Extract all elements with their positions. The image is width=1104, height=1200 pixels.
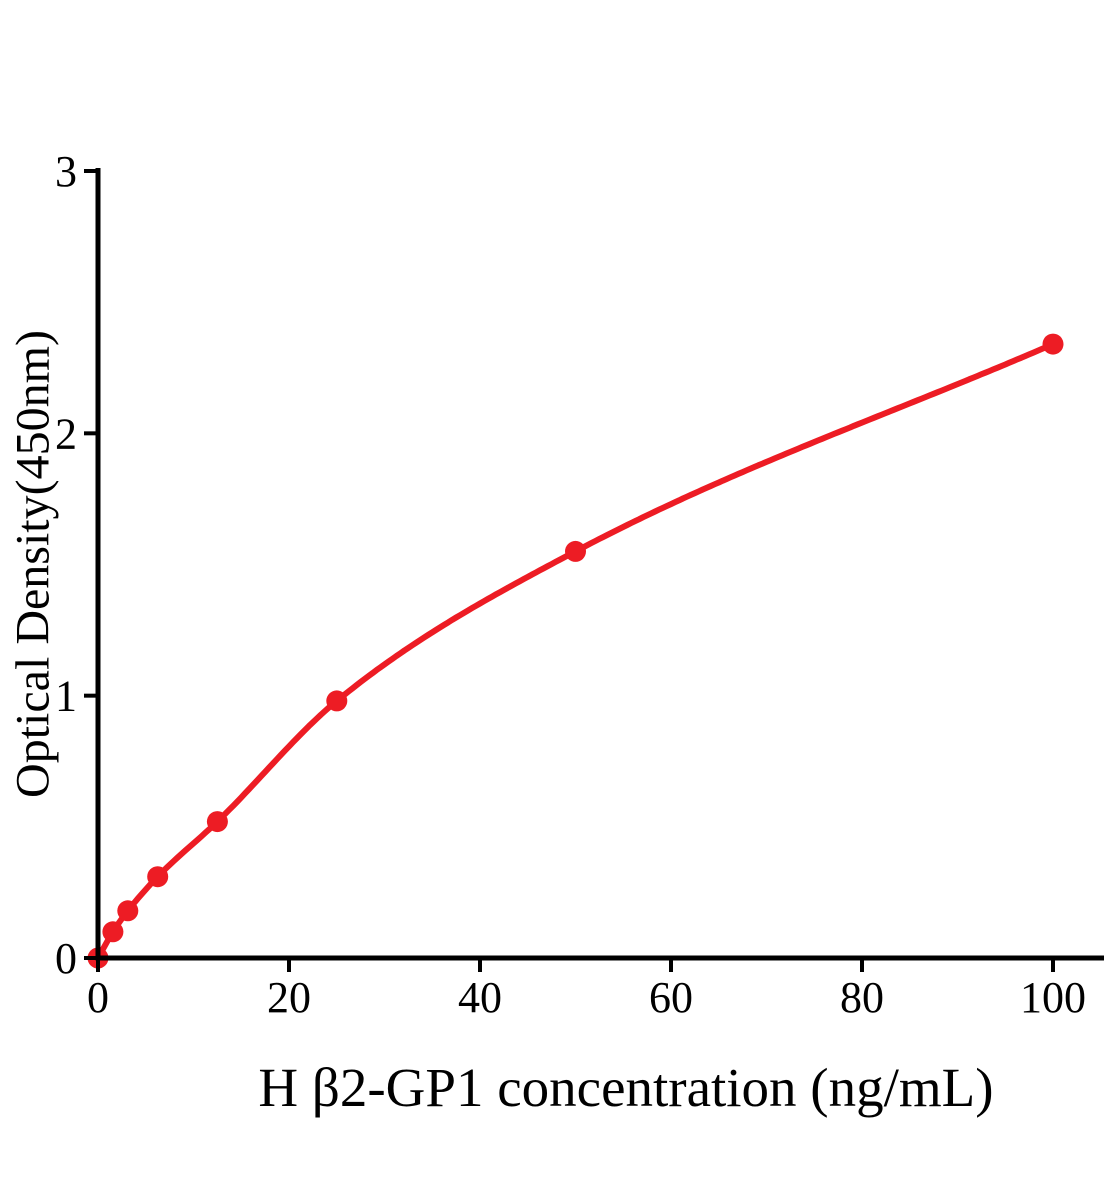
standard-curve-line [95,341,1056,961]
x-tick-label: 20 [267,973,311,1022]
x-axis-title: H β2-GP1 concentration (ng/mL) [258,1057,994,1118]
data-point-marker [1042,333,1064,355]
y-tick-label: 0 [55,934,77,983]
data-point-marker [117,900,139,922]
x-tick-label: 80 [840,973,884,1022]
data-point-marker [206,811,228,833]
y-tick-label: 2 [55,409,77,458]
data-point-marker [326,690,348,712]
x-tick-label: 100 [1020,973,1086,1022]
x-tick-label: 60 [649,973,693,1022]
data-point-marker [102,921,124,943]
x-tick-label: 0 [87,973,109,1022]
y-tick-label: 1 [55,672,77,721]
y-tick-label: 3 [55,147,77,196]
y-axis-title: Optical Density(450nm) [6,330,60,798]
data-point-marker [147,866,169,888]
data-point-marker [565,540,586,562]
x-tick-label: 40 [458,973,502,1022]
